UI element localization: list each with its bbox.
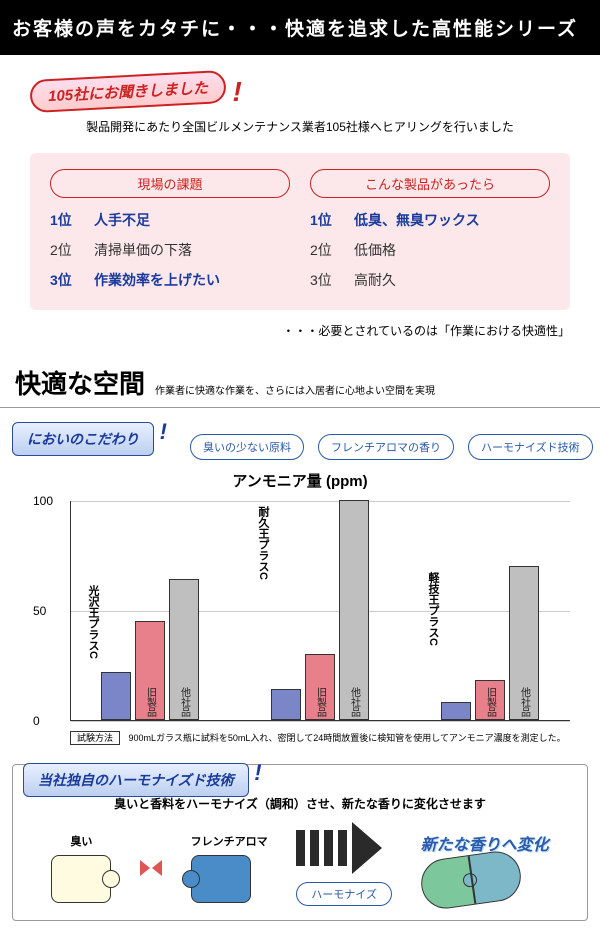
puzzle-odor-icon <box>51 855 111 903</box>
pill: フレンチアロマの香り <box>318 434 454 460</box>
survey-section: 105社にお聞きしました ! 製品開発にあたり全国ビルメンテナンス業者105社様… <box>0 55 600 354</box>
survey-intro: 製品開発にあたり全国ビルメンテナンス業者105社様へヒアリングを行いました <box>30 118 570 135</box>
chart-method: 試験方法 900mLガラス瓶に試料を50mL入れ、密閉して24時間放置後に検知管… <box>70 731 570 744</box>
odor-pills: 臭いの少ない原料 フレンチアロマの香り ハーモナイズド技術 <box>190 434 600 460</box>
method-tag: 試験方法 <box>70 731 120 745</box>
puzzle-aroma-label: フレンチアロマ <box>191 833 268 849</box>
puzzle-aroma-icon <box>191 855 251 903</box>
page-header: お客様の声をカタチに・・・快適を追求した高性能シリーズ <box>0 0 600 55</box>
space-title: 快適な空間 <box>15 364 145 401</box>
rank-header-left: 現場の課題 <box>50 169 290 198</box>
ranking-box: 現場の課題 1位人手不足 2位清掃単価の下落 3位作業効率を上げたい こんな製品… <box>30 153 570 310</box>
outcome-label: 新たな香りへ変化 <box>421 831 549 855</box>
pill: 臭いの少ない原料 <box>190 434 304 460</box>
big-arrow-icon <box>296 830 392 874</box>
space-sub: 作業者に快適な作業を、さらには入居者に心地よい空間を実現 <box>155 382 435 401</box>
exclaim-icon: ! <box>232 76 241 107</box>
harmonize-pill: ハーモナイズ <box>296 882 392 906</box>
odor-stamp: においのこだわり <box>12 422 154 456</box>
red-arrows-icon <box>140 860 162 876</box>
ranking-footer: ・・・必要とされているのは「作業における快適性」 <box>30 322 570 339</box>
method-text: 900mLガラス瓶に試料を50mL入れ、密閉して24時間放置後に検知管を使用して… <box>129 733 566 743</box>
harmonize-stamp: 当社独自のハーモナイズド技術 <box>23 763 249 797</box>
chart-axis: 050100光沢王プラスC旧製品他社品耐久王プラスC旧製品他社品軽技王プラスC旧… <box>70 501 570 721</box>
harmonize-desc: 臭いと香料をハーモナイズ（調和）させ、新たな香りに変化させます <box>27 795 573 812</box>
capsule-icon <box>418 848 524 911</box>
harmonize-section: 当社独自のハーモナイズド技術 臭いと香料をハーモナイズ（調和）させ、新たな香りに… <box>12 764 588 921</box>
chart-title: アンモニア量 (ppm) <box>30 470 570 491</box>
ammonia-chart: アンモニア量 (ppm) 050100光沢王プラスC旧製品他社品耐久王プラスC旧… <box>0 470 600 721</box>
pill: ハーモナイズド技術 <box>468 434 593 460</box>
harmonize-diagram: 臭い フレンチアロマ ハーモナイズ 新たな香りへ変化 <box>27 830 573 906</box>
rank-header-right: こんな製品があったら <box>310 169 550 198</box>
space-header: 快適な空間 作業者に快適な作業を、さらには入居者に心地よい空間を実現 <box>0 354 600 408</box>
survey-stamp: 105社にお聞きしました <box>29 70 226 113</box>
puzzle-odor-label: 臭い <box>51 833 111 849</box>
